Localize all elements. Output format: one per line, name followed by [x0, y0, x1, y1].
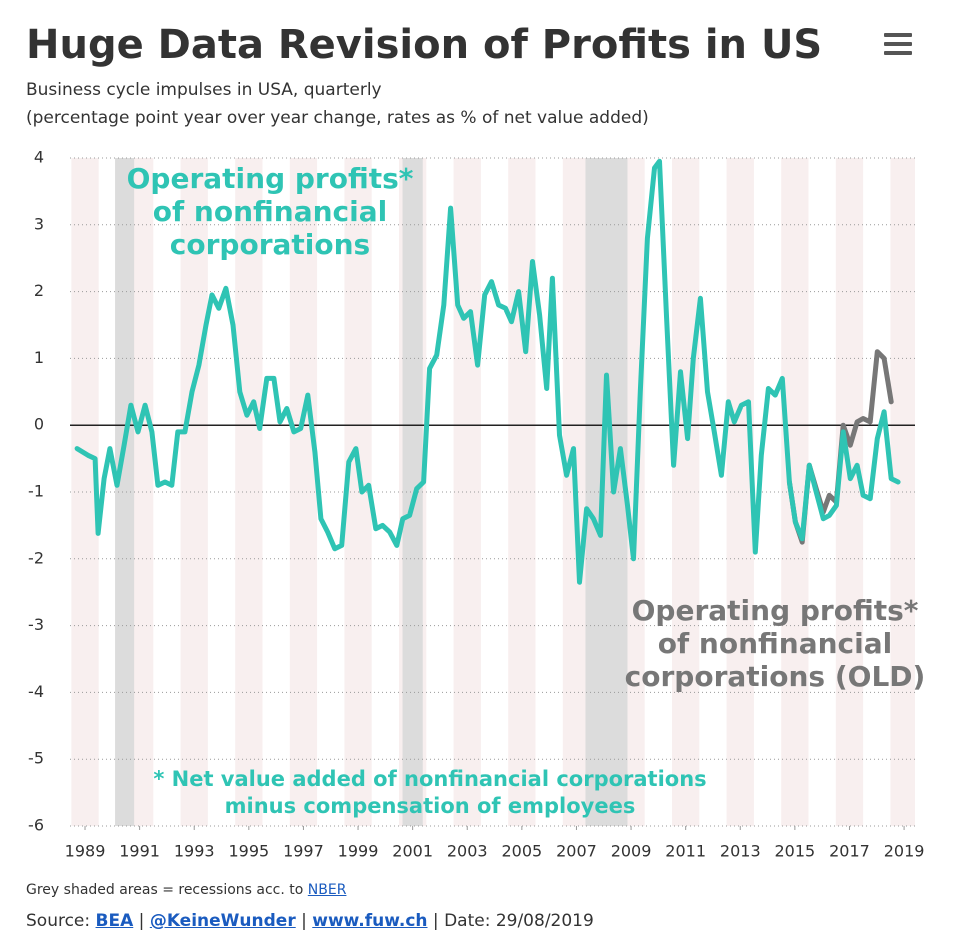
y-tick-label: -3 [28, 615, 44, 634]
series-label: Operating profits* [127, 162, 414, 195]
x-tick-label: 2009 [611, 842, 652, 861]
x-tick-label: 1989 [65, 842, 106, 861]
year-stripe [453, 158, 481, 826]
x-tick-label: 2015 [775, 842, 816, 861]
link[interactable]: BEA [95, 911, 134, 931]
series-line [74, 158, 901, 585]
x-tick-label: 2001 [392, 842, 433, 861]
plot-area [70, 157, 915, 827]
series-label: corporations [170, 228, 370, 261]
note-text: Grey shaded areas = recessions acc. to [26, 882, 304, 898]
chart: Huge Data Revision of Profits in US Busi… [26, 22, 926, 861]
separator: | [138, 911, 145, 931]
date: Date: 29/08/2019 [444, 911, 594, 931]
footnote: minus compensation of employees [225, 794, 636, 818]
subtitle: (percentage point year over year change,… [26, 108, 649, 128]
series-label: of nonfinancial [153, 195, 387, 228]
y-tick-label: 4 [34, 148, 44, 167]
source: Source: BEA | @KeineWunder | www.fuw.ch … [26, 906, 966, 936]
separator: | [301, 911, 307, 931]
recession-band [115, 158, 135, 826]
x-tick-label: 2011 [665, 842, 706, 861]
footnote: * Net value added of nonfinancial corpor… [153, 767, 706, 791]
chart-title: Huge Data Revision of Profits in US [26, 22, 822, 68]
series-label: Operating profits* [632, 594, 919, 627]
x-tick-label: 2005 [501, 842, 542, 861]
y-tick-label: -1 [28, 482, 44, 501]
recession-band [402, 158, 423, 826]
source-label: Source: [26, 911, 91, 931]
series-label: corporations (OLD) [625, 660, 926, 693]
footer: Grey shaded areas = recessions acc. to N… [26, 878, 966, 936]
x-tick-label: 2003 [447, 842, 488, 861]
series-label: of nonfinancial [658, 627, 892, 660]
x-tick-label: 1993 [174, 842, 215, 861]
link[interactable]: NBER [307, 882, 347, 898]
y-tick-label: 3 [34, 214, 44, 233]
year-stripe [508, 158, 536, 826]
x-tick-label: 1999 [338, 842, 379, 861]
x-tick-label: 1997 [283, 842, 324, 861]
link[interactable]: www.fuw.ch [312, 911, 428, 931]
x-tick-label: 2013 [720, 842, 761, 861]
menu-button[interactable] [884, 33, 912, 57]
link[interactable]: @KeineWunder [149, 911, 296, 931]
y-tick-label: 1 [34, 348, 44, 367]
subtitle: Business cycle impulses in USA, quarterl… [26, 80, 382, 100]
y-tick-label: -2 [28, 548, 44, 567]
y-tick-label: -4 [28, 682, 44, 701]
year-stripe [726, 158, 754, 826]
x-tick-label: 2017 [829, 842, 870, 861]
x-tick-label: 2019 [884, 842, 925, 861]
year-stripe [235, 158, 263, 826]
y-tick-label: 2 [34, 281, 44, 300]
y-tick-label: -5 [28, 749, 44, 768]
x-tick-label: 2007 [556, 842, 597, 861]
year-stripe [672, 158, 700, 826]
recession-note: Grey shaded areas = recessions acc. to N… [26, 878, 966, 902]
separator: | [432, 911, 439, 931]
y-tick-label: 0 [34, 415, 44, 434]
x-tick-label: 1991 [119, 842, 160, 861]
x-tick-label: 1995 [228, 842, 269, 861]
y-tick-label: -6 [28, 816, 44, 835]
